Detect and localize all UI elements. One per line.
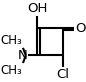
Text: CH₃: CH₃ — [1, 34, 22, 47]
Text: N: N — [17, 49, 27, 62]
Text: OH: OH — [27, 2, 48, 15]
Text: Cl: Cl — [56, 67, 69, 81]
Text: O: O — [75, 22, 85, 35]
Text: CH₃: CH₃ — [1, 64, 22, 77]
